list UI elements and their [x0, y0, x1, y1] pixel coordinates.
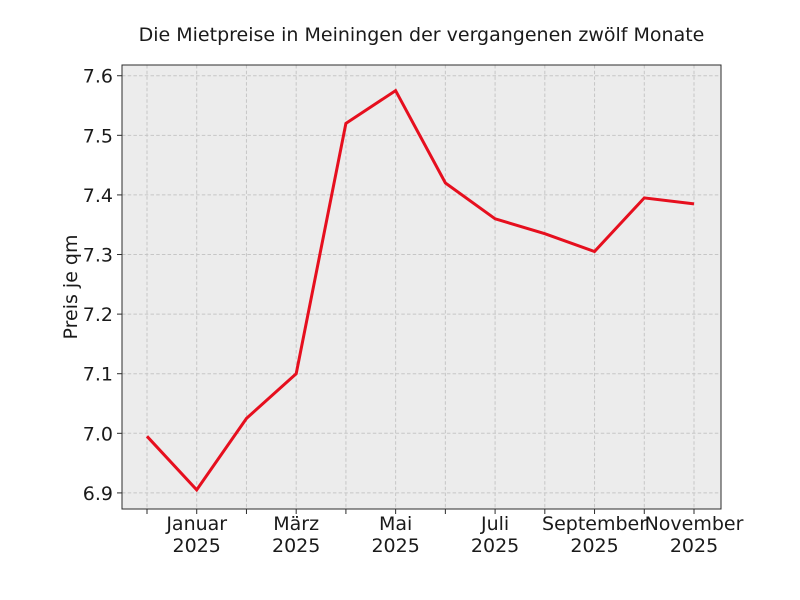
x-tick-label-year: 2025	[471, 535, 519, 557]
y-tick-label: 6.9	[83, 483, 113, 505]
y-tick-label: 7.3	[83, 245, 113, 267]
y-tick-label: 7.2	[83, 304, 113, 326]
x-tick-label-month: Juli	[480, 513, 509, 535]
x-tick-label-month: Januar	[165, 513, 227, 535]
y-tick-label: 7.0	[83, 423, 113, 445]
y-tick-label: 7.4	[83, 185, 113, 207]
plot-border	[121, 64, 722, 510]
x-tick-label-year: 2025	[570, 535, 618, 557]
x-tick-label-year: 2025	[670, 535, 718, 557]
chart-title: Die Mietpreise in Meiningen der vergange…	[138, 24, 705, 46]
x-tick-label-year: 2025	[173, 535, 221, 557]
y-axis-title: Preis je qm	[60, 234, 82, 340]
x-tick-label-month: November	[645, 513, 744, 535]
plot-background	[122, 65, 721, 509]
y-tick-label: 7.1	[83, 364, 113, 386]
x-tick-label-year: 2025	[371, 535, 419, 557]
x-tick-label-month: September	[542, 513, 647, 535]
y-tick-label: 7.5	[83, 125, 113, 147]
x-tick-label-year: 2025	[272, 535, 320, 557]
y-tick-label: 7.6	[83, 66, 113, 88]
price-line	[145, 88, 695, 493]
x-tick-label-month: Mai	[379, 513, 412, 535]
x-tick-label-month: März	[273, 513, 319, 535]
